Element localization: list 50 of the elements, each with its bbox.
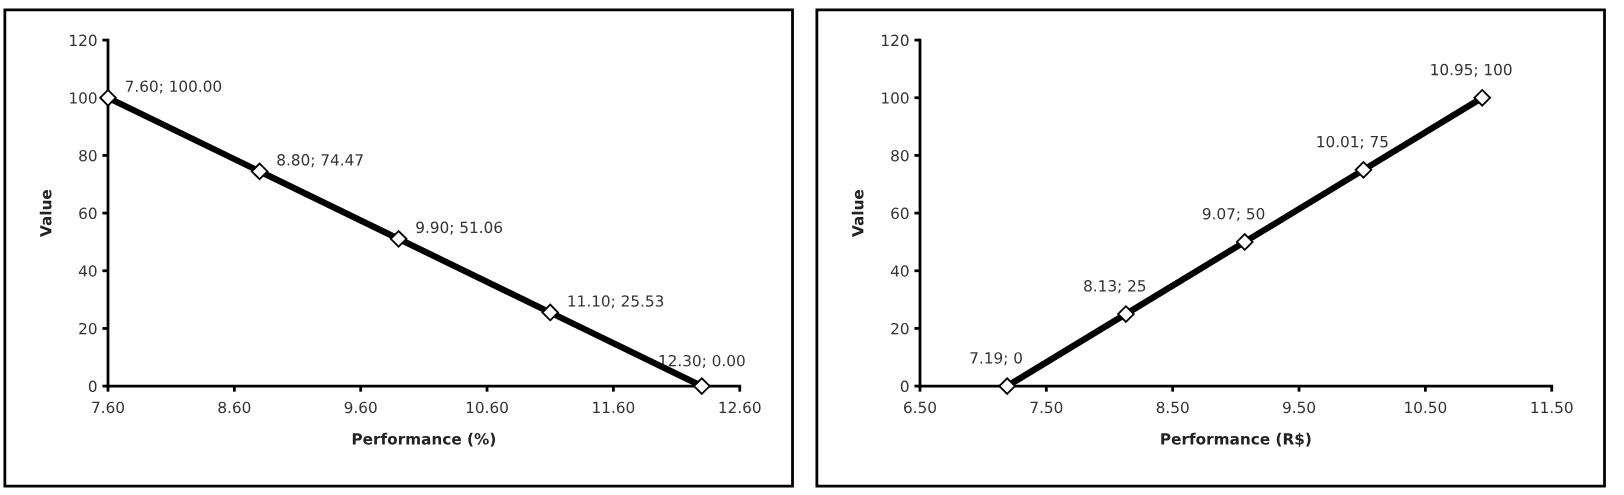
x-tick-label: 8.60 (218, 401, 251, 414)
data-label: 9.07; 50 (1202, 207, 1265, 222)
x-tick-label: 7.50 (1030, 401, 1063, 414)
point (1354, 161, 1373, 179)
x-tick-label: 7.60 (92, 401, 124, 414)
y-axis-title: Value (39, 189, 52, 237)
point (541, 303, 559, 322)
data-label: 8.13; 25 (1084, 280, 1146, 294)
x-axis-title: Performance (%) (352, 432, 495, 447)
point (99, 89, 117, 107)
y-tick-label: 60 (79, 207, 97, 220)
y-tick-label: 20 (891, 322, 909, 335)
data-label: 11.10; 25.53 (568, 295, 664, 309)
data-label: 10.01; 75 (1317, 135, 1388, 149)
x-axis-title: Performance (R$) (1161, 432, 1311, 447)
y-tick-label: 60 (891, 207, 909, 220)
y-tick-label: 40 (890, 265, 909, 277)
data-label: 7.19; 0 (970, 352, 1022, 366)
y-tick-label: 0 (88, 380, 97, 393)
data-label: 8.80; 74.47 (277, 154, 363, 168)
y-tick-label: 120 (70, 34, 97, 47)
x-tick-label: 10.60 (466, 401, 508, 414)
y-tick-label: 80 (891, 149, 909, 162)
point (1117, 305, 1135, 323)
point (998, 377, 1016, 395)
data-label: 12.30; 0.00 (659, 354, 745, 369)
x-tick-label: 8.50 (1156, 401, 1189, 414)
point (693, 377, 711, 395)
x-tick-label: 9.50 (1282, 401, 1316, 414)
x-tick-label: 12.60 (719, 401, 761, 414)
point (1473, 89, 1491, 107)
y-tick-label: 80 (79, 149, 97, 162)
x-tick-label: 6.50 (904, 401, 936, 414)
data-label: 7.60; 100.00 (125, 80, 222, 94)
point (389, 230, 408, 248)
data-label: 9.90; 51.06 (416, 221, 503, 235)
y-tick-label: 120 (882, 34, 909, 47)
y-tick-label: 20 (79, 322, 97, 335)
y-tick-label: 100 (70, 92, 97, 104)
y-tick-label: 100 (882, 92, 909, 104)
y-tick-label: 0 (900, 380, 909, 393)
point (250, 162, 269, 181)
point (1235, 233, 1254, 251)
x-tick-label: 11.60 (593, 401, 635, 414)
y-tick-label: 40 (78, 265, 97, 277)
x-tick-label: 9.60 (344, 401, 377, 414)
x-tick-label: 10.50 (1405, 401, 1447, 414)
x-tick-label: 11.50 (1531, 401, 1573, 414)
data-label: 10.95; 100 (1431, 63, 1512, 77)
y-axis-title: Value (851, 189, 864, 237)
